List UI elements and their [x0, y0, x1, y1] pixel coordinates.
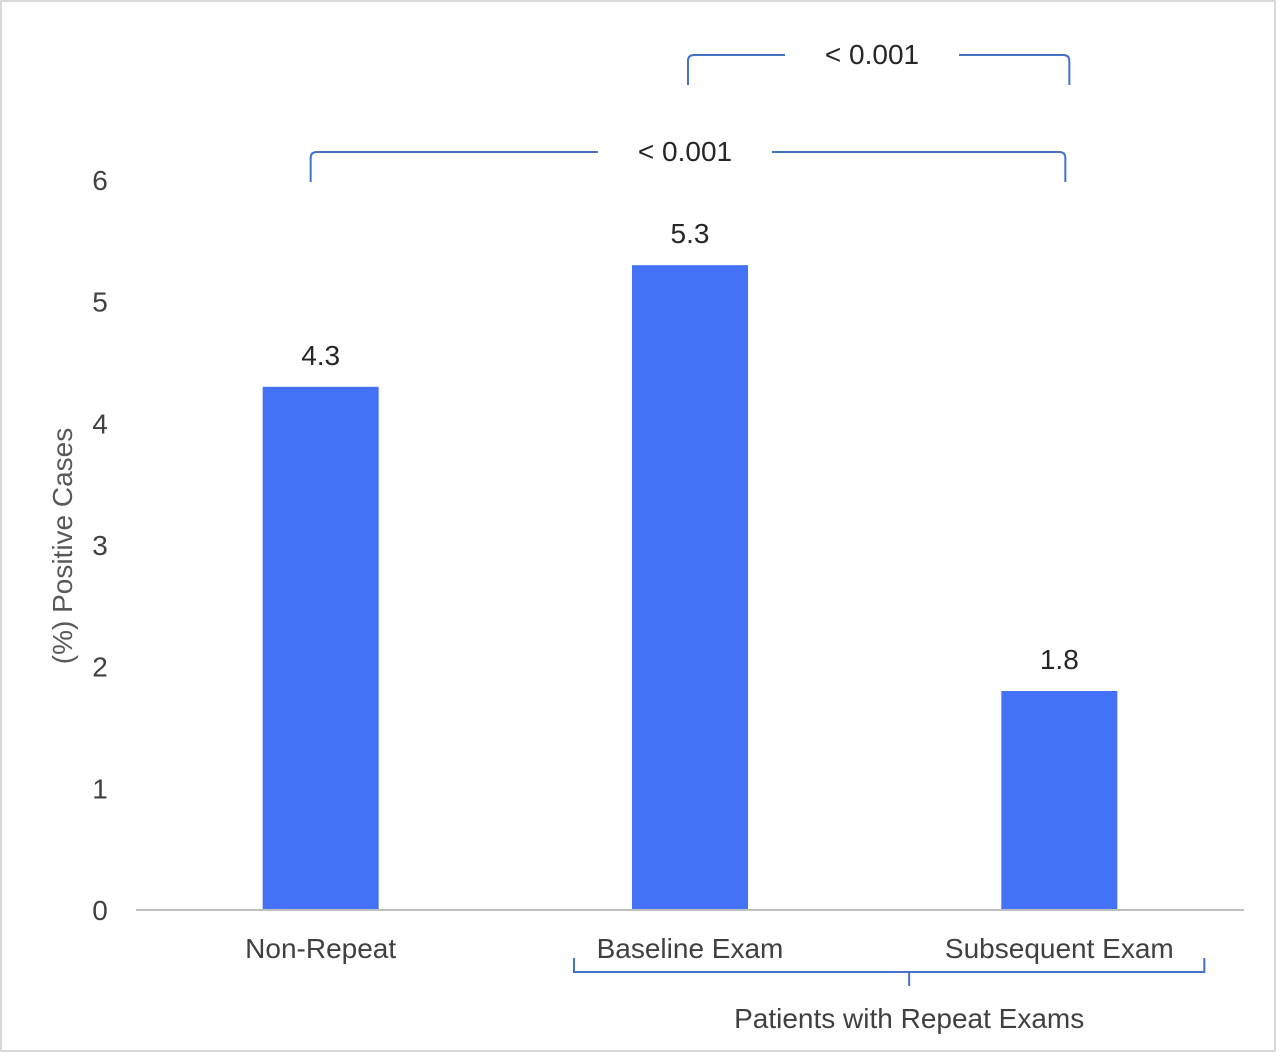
y-tick-label: 4	[92, 408, 108, 439]
group-label: Patients with Repeat Exams	[734, 1003, 1084, 1034]
bars	[262, 265, 1118, 911]
y-tick-label: 3	[92, 530, 108, 561]
y-tick-label: 6	[92, 165, 108, 196]
data-label: 4.3	[301, 340, 340, 371]
significance-brackets: < 0.001 < 0.001	[309, 39, 1071, 182]
group-bracket	[573, 958, 1206, 986]
category-label: Subsequent Exam	[945, 933, 1174, 964]
data-label: 1.8	[1040, 644, 1079, 675]
significance-label: < 0.001	[825, 39, 919, 70]
bar	[262, 386, 379, 910]
y-tick-label: 2	[92, 652, 108, 683]
significance-label: < 0.001	[638, 136, 732, 167]
significance-bracket	[687, 54, 1071, 85]
y-tick-label: 0	[92, 895, 108, 926]
y-axis-ticks: 0 1 2 3 4 5 6	[92, 165, 108, 926]
y-axis-title: (%) Positive Cases	[47, 428, 78, 665]
significance-bracket	[309, 151, 1067, 182]
y-tick-label: 1	[92, 773, 108, 804]
data-labels: 4.3 5.3 1.8	[301, 218, 1079, 675]
category-label: Non-Repeat	[245, 933, 396, 964]
bar	[1001, 691, 1118, 910]
category-labels: Non-Repeat Baseline Exam Subsequent Exam	[245, 933, 1174, 964]
data-label: 5.3	[671, 218, 710, 249]
group-bracket-line	[573, 958, 1206, 986]
y-tick-label: 5	[92, 287, 108, 318]
bar	[632, 265, 748, 911]
category-label: Baseline Exam	[597, 933, 784, 964]
